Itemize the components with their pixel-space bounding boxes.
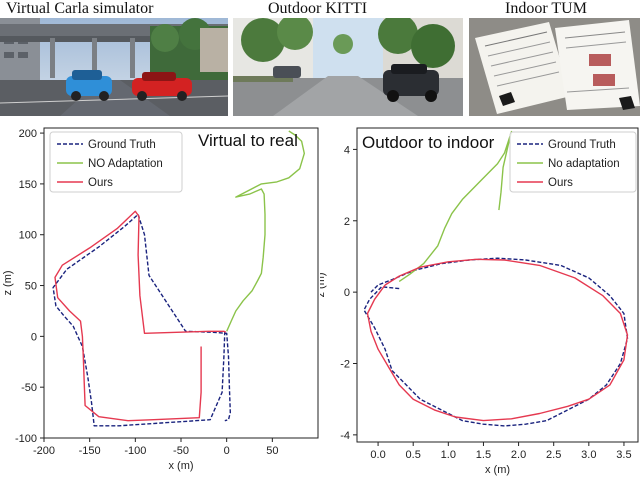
x-tick-label: 0.0 — [370, 449, 385, 461]
x-tick-label: -200 — [33, 445, 55, 457]
kitti-photo — [233, 18, 463, 116]
x-tick-label: 1.5 — [476, 449, 491, 461]
series-line-ours — [54, 210, 227, 422]
y-tick-label: 50 — [25, 281, 37, 293]
y-tick-label: -50 — [21, 382, 37, 394]
x-tick-label: -100 — [124, 445, 146, 457]
y-axis-label: z (m) — [320, 272, 327, 297]
series-line-ours — [366, 258, 629, 422]
y-tick-label: -2 — [340, 359, 350, 371]
x-tick-label: 50 — [266, 445, 278, 457]
chart-outdoor-to-indoor: 0.0 0.5 1.0 1.5 2.0 2.5 3.0 3.5 -4 -2 0 2 4 x (m) z (m… — [320, 127, 639, 476]
chart-annotation: Outdoor to indoor — [362, 133, 495, 152]
legend-label: Ours — [88, 177, 113, 189]
y-tick-label: 200 — [19, 128, 37, 140]
series-line-no-adaptation — [398, 130, 513, 282]
y-tick-label: 0 — [31, 331, 37, 343]
x-tick-label: 1.0 — [441, 449, 456, 461]
x-tick-label: -150 — [79, 445, 101, 457]
y-axis-label: z (m) — [2, 270, 14, 295]
x-axis-label: x (m) — [485, 464, 510, 476]
chart-annotation: Virtual to real — [198, 131, 298, 150]
x-tick-label: 0.5 — [406, 449, 421, 461]
x-tick-label: -50 — [173, 445, 189, 457]
y-tick-label: -100 — [15, 433, 37, 445]
x-tick-label: 2.0 — [511, 449, 526, 461]
caption-tum: Indoor TUM — [505, 0, 587, 17]
y-tick-label: 150 — [19, 179, 37, 191]
y-tick-label: 2 — [344, 216, 350, 228]
x-tick-label: 2.5 — [546, 449, 561, 461]
x-axis-label: x (m) — [168, 460, 193, 472]
legend-label: Ground Truth — [548, 139, 616, 151]
x-tick-label: 3.5 — [616, 449, 631, 461]
y-tick-label: 100 — [19, 230, 37, 242]
legend-label: NO Adaptation — [88, 158, 163, 170]
y-tick-label: -4 — [340, 430, 350, 442]
legend-label: Ours — [548, 177, 573, 189]
tum-photo — [469, 18, 640, 116]
y-tick-label: 0 — [344, 287, 350, 299]
legend: Ground Truth No adaptation Ours — [509, 131, 637, 193]
x-tick-label: 3.0 — [581, 449, 596, 461]
caption-kitti: Outdoor KITTI — [268, 0, 368, 17]
caption-carla: Virtual Carla simulator — [6, 0, 154, 17]
y-tick-label: 4 — [344, 144, 350, 156]
carla-photo — [0, 18, 228, 116]
chart-virtual-to-real: -200 -150 -100 -50 0 50 -100 -50 0 50 100 150 200 x (… — [2, 127, 319, 472]
series-line-ground-truth — [52, 213, 232, 427]
series-line-no-adaptation — [226, 130, 305, 332]
legend-label: Ground Truth — [88, 139, 156, 151]
legend: Ground Truth NO Adaptation Ours — [49, 131, 183, 193]
legend-label: No adaptation — [548, 158, 620, 170]
x-tick-label: 0 — [224, 445, 230, 457]
